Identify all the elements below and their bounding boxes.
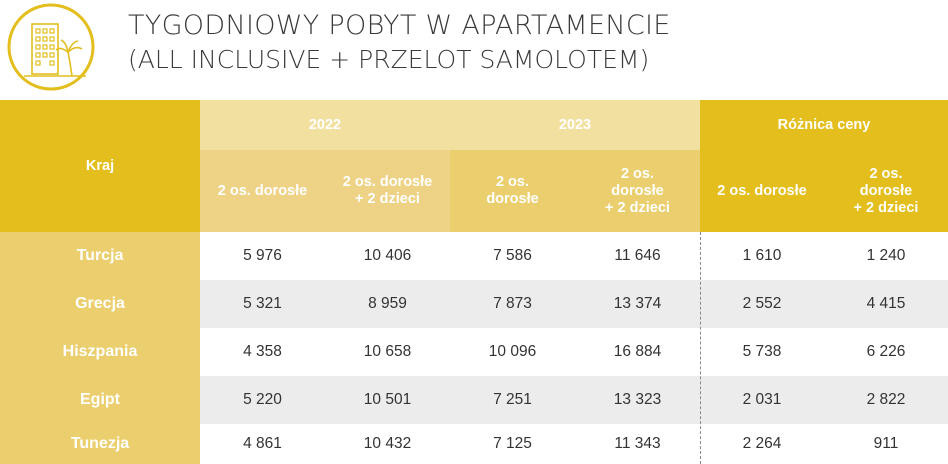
- table-cell: 10 501: [325, 376, 450, 424]
- subheader-2023-adults: 2 os. dorosłe: [450, 150, 575, 232]
- table-cell: 2 822: [824, 376, 948, 424]
- table-cell: 7 251: [450, 376, 575, 424]
- table-cell: 5 976: [200, 232, 325, 280]
- table-cell: 13 374: [575, 280, 700, 328]
- table-cell: 2 031: [700, 376, 824, 424]
- table-cell: 7 125: [450, 424, 575, 464]
- table-cell: 5 738: [700, 328, 824, 376]
- group-header-price-difference: Różnica ceny: [700, 100, 948, 150]
- table-cell: 10 406: [325, 232, 450, 280]
- table-cell: 8 959: [325, 280, 450, 328]
- table-cell: 911: [824, 424, 948, 464]
- table-cell: 4 358: [200, 328, 325, 376]
- table-cell: 7 873: [450, 280, 575, 328]
- group-header-2022: 2022: [200, 100, 450, 150]
- table-cell: 6 226: [824, 328, 948, 376]
- subheader-diff-adults: 2 os. dorosłe: [700, 150, 824, 232]
- subheader-2022-adults: 2 os. dorosłe: [200, 150, 325, 232]
- page-subtitle: (ALL INCLUSIVE + PRZELOT SAMOLOTEM): [128, 45, 650, 74]
- row-country-label: Turcja: [0, 232, 200, 280]
- table-cell: 10 658: [325, 328, 450, 376]
- group-header-2023: 2023: [450, 100, 700, 150]
- table-cell: 7 586: [450, 232, 575, 280]
- table-cell: 16 884: [575, 328, 700, 376]
- table-cell: 10 432: [325, 424, 450, 464]
- row-country-label: Grecja: [0, 280, 200, 328]
- subheader-2022-family: 2 os. dorosłe + 2 dzieci: [325, 150, 450, 232]
- row-country-label: Tunezja: [0, 424, 200, 464]
- table-cell: 1 240: [824, 232, 948, 280]
- row-country-label: Egipt: [0, 376, 200, 424]
- table-cell: 2 552: [700, 280, 824, 328]
- table-cell: 4 861: [200, 424, 325, 464]
- apartment-palm-icon: [6, 2, 96, 92]
- subheader-diff-family: 2 os. dorosłe + 2 dzieci: [824, 150, 948, 232]
- row-country-label: Hiszpania: [0, 328, 200, 376]
- page-title: TYGODNIOWY POBYT W APARTAMENCIE: [128, 10, 671, 41]
- country-header: Kraj: [0, 100, 200, 232]
- table-cell: 11 343: [575, 424, 700, 464]
- table-cell: 5 220: [200, 376, 325, 424]
- table-cell: 2 264: [700, 424, 824, 464]
- table-cell: 1 610: [700, 232, 824, 280]
- table-cell: 4 415: [824, 280, 948, 328]
- difference-divider: [700, 232, 701, 464]
- table-cell: 13 323: [575, 376, 700, 424]
- table-cell: 11 646: [575, 232, 700, 280]
- table-cell: 10 096: [450, 328, 575, 376]
- subheader-2023-family: 2 os. dorosłe + 2 dzieci: [575, 150, 700, 232]
- table-cell: 5 321: [200, 280, 325, 328]
